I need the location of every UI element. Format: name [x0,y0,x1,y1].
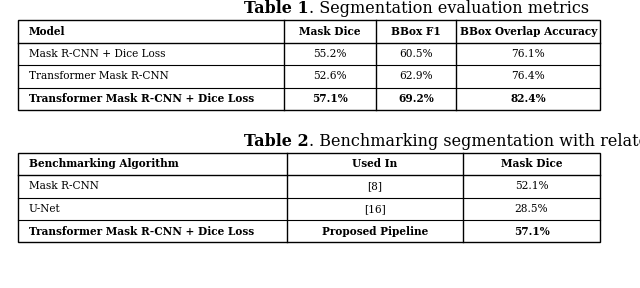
Text: 76.1%: 76.1% [511,49,545,59]
Text: U-Net: U-Net [29,204,60,214]
Text: Transformer Mask R-CNN: Transformer Mask R-CNN [29,71,168,81]
Text: . Benchmarking segmentation with related work: . Benchmarking segmentation with related… [309,133,640,150]
Text: Table 2: Table 2 [244,133,309,150]
Text: 57.1%: 57.1% [514,226,549,237]
Text: . Segmentation evaluation metrics: . Segmentation evaluation metrics [309,0,589,17]
Text: Table 1: Table 1 [244,0,309,17]
Text: Mask R-CNN: Mask R-CNN [29,181,99,191]
Text: 60.5%: 60.5% [399,49,433,59]
Text: [16]: [16] [364,204,385,214]
Bar [18,20,600,110]
Text: Mask Dice: Mask Dice [500,158,563,169]
Text: 82.4%: 82.4% [511,93,546,104]
Text: Used In: Used In [352,158,397,169]
Text: Model: Model [29,26,65,37]
Text: 76.4%: 76.4% [511,71,545,81]
Text: 57.1%: 57.1% [312,93,348,104]
Text: Mask R-CNN + Dice Loss: Mask R-CNN + Dice Loss [29,49,165,59]
Text: Transformer Mask R-CNN + Dice Loss: Transformer Mask R-CNN + Dice Loss [29,226,254,237]
Text: Transformer Mask R-CNN + Dice Loss: Transformer Mask R-CNN + Dice Loss [29,93,253,104]
Text: 69.2%: 69.2% [399,93,434,104]
Text: 55.2%: 55.2% [313,49,347,59]
Bar [18,153,600,242]
Text: Proposed Pipeline: Proposed Pipeline [321,226,428,237]
Text: 28.5%: 28.5% [515,204,548,214]
Text: [8]: [8] [367,181,382,191]
Text: BBox Overlap Accuracy: BBox Overlap Accuracy [460,26,597,37]
Text: 52.6%: 52.6% [313,71,347,81]
Text: Mask Dice: Mask Dice [299,26,361,37]
Text: 52.1%: 52.1% [515,181,548,191]
Text: BBox F1: BBox F1 [392,26,441,37]
Text: Benchmarking Algorithm: Benchmarking Algorithm [29,158,179,169]
Text: 62.9%: 62.9% [399,71,433,81]
